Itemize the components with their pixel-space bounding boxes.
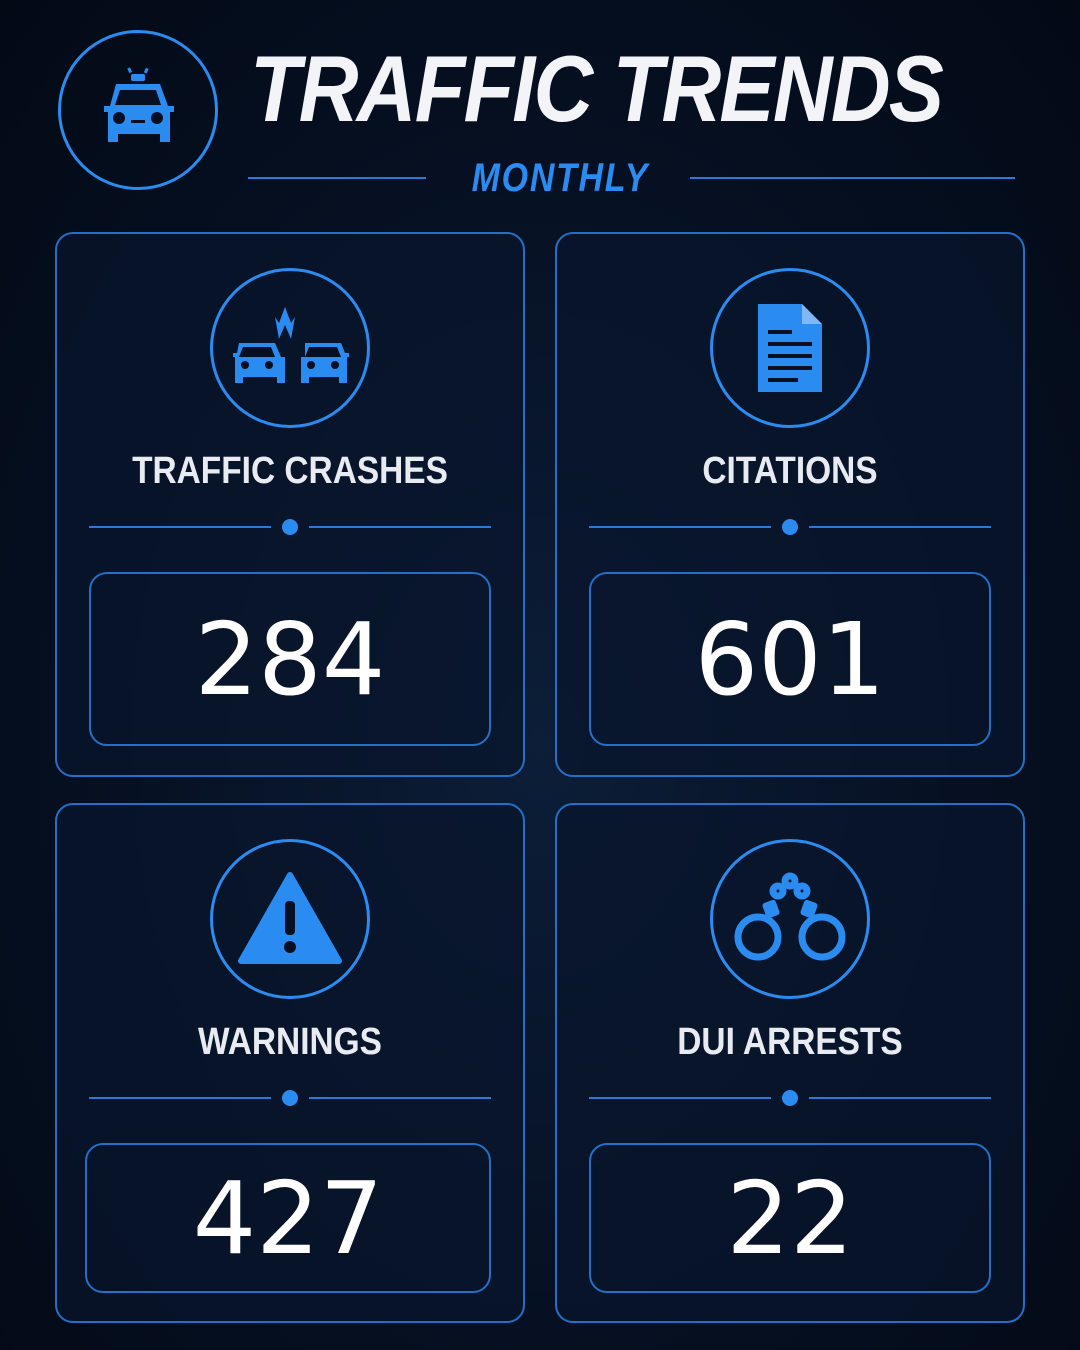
value-box: 22 bbox=[589, 1143, 991, 1293]
divider bbox=[589, 519, 991, 535]
value-box: 601 bbox=[589, 572, 991, 746]
card-label: DUI ARRESTS bbox=[677, 1021, 903, 1063]
card-label: WARNINGS bbox=[198, 1021, 382, 1063]
card-citations: CITATIONS 601 bbox=[555, 232, 1025, 777]
divider bbox=[89, 519, 491, 535]
document-icon bbox=[758, 304, 822, 392]
card-label: CITATIONS bbox=[702, 450, 878, 492]
page-subtitle: MONTHLY bbox=[471, 156, 649, 200]
value-box: 427 bbox=[85, 1143, 491, 1293]
divider bbox=[89, 1090, 491, 1106]
page-title: TRAFFIC TRENDS bbox=[250, 36, 944, 141]
card-warnings: WARNINGS 427 bbox=[55, 803, 525, 1323]
card-dui-arrests: DUI ARRESTS 22 bbox=[555, 803, 1025, 1323]
police-car-icon bbox=[104, 67, 174, 142]
handcuffs-icon bbox=[734, 872, 846, 961]
card-label: TRAFFIC CRASHES bbox=[132, 450, 448, 492]
logo bbox=[58, 30, 218, 190]
divider bbox=[690, 177, 1015, 179]
warning-icon bbox=[238, 872, 342, 964]
card-traffic-crashes: TRAFFIC CRASHES 284 bbox=[55, 232, 525, 777]
divider bbox=[248, 177, 426, 179]
value-box: 284 bbox=[89, 572, 491, 746]
car-crash-icon bbox=[233, 307, 349, 383]
divider bbox=[589, 1090, 991, 1106]
